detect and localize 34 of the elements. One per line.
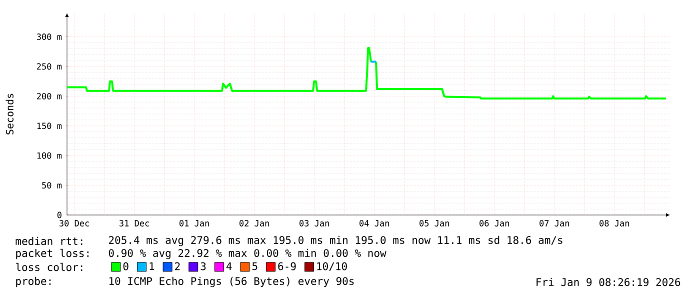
y-tick-label: 50 m [42, 182, 62, 189]
text: packet loss: [16, 248, 89, 260]
legend-title: loss color: [16, 262, 82, 272]
y-tick-label: 300 m [36, 34, 62, 40]
y-tick-label: 100 m [37, 152, 62, 159]
x-tick-label: 08 Jan [600, 220, 629, 226]
legend-label: 3 [200, 262, 206, 270]
y-tick-label: 0 [57, 212, 62, 218]
text: Fri Jan 9 08:26:19 2026 [536, 278, 680, 286]
text: 205.4 ms avg 279.6 ms max 195.0 ms min 195.0 ms now 11.1 ms sd 18.6 am/s [108, 236, 562, 246]
x-tick-label: 06 Jan [480, 220, 509, 226]
legend-label: 10/10 [317, 262, 347, 272]
text: 10 ICMP Echo Pings (56 Bytes) every 90s [109, 276, 354, 288]
x-tick-label: 30 Dec [60, 220, 89, 226]
y-tick-label: 150 m [37, 122, 62, 130]
x-tick-label: 01 Jan [180, 220, 209, 226]
x-tick-label: 31 Dec [120, 220, 149, 226]
legend-label: 6-9 [278, 262, 296, 270]
legend-label: 5 [252, 262, 258, 270]
x-tick-label: 05 Jan [420, 220, 449, 226]
x-tick-label: 03 Jan [300, 220, 329, 226]
x-tick-label: 02 Jan [240, 220, 269, 226]
x-tick-label: 04 Jan [360, 220, 389, 226]
y-axis-title: Seconds [6, 94, 14, 134]
y-tick-label: 200 m [37, 92, 62, 100]
y-tick-label: 250 m [37, 63, 62, 70]
legend-label: 4 [226, 262, 232, 270]
x-tick-label: 07 Jan [540, 220, 569, 226]
legend-label: 0 [123, 262, 128, 270]
legend-label: 2 [175, 262, 180, 270]
text: 0.90 % avg 22.92 % max 0.00 % min 0.00 % now [108, 248, 386, 260]
text: median rtt: [16, 236, 82, 246]
text: probe: [16, 276, 51, 288]
legend-label: 1 [150, 262, 154, 270]
